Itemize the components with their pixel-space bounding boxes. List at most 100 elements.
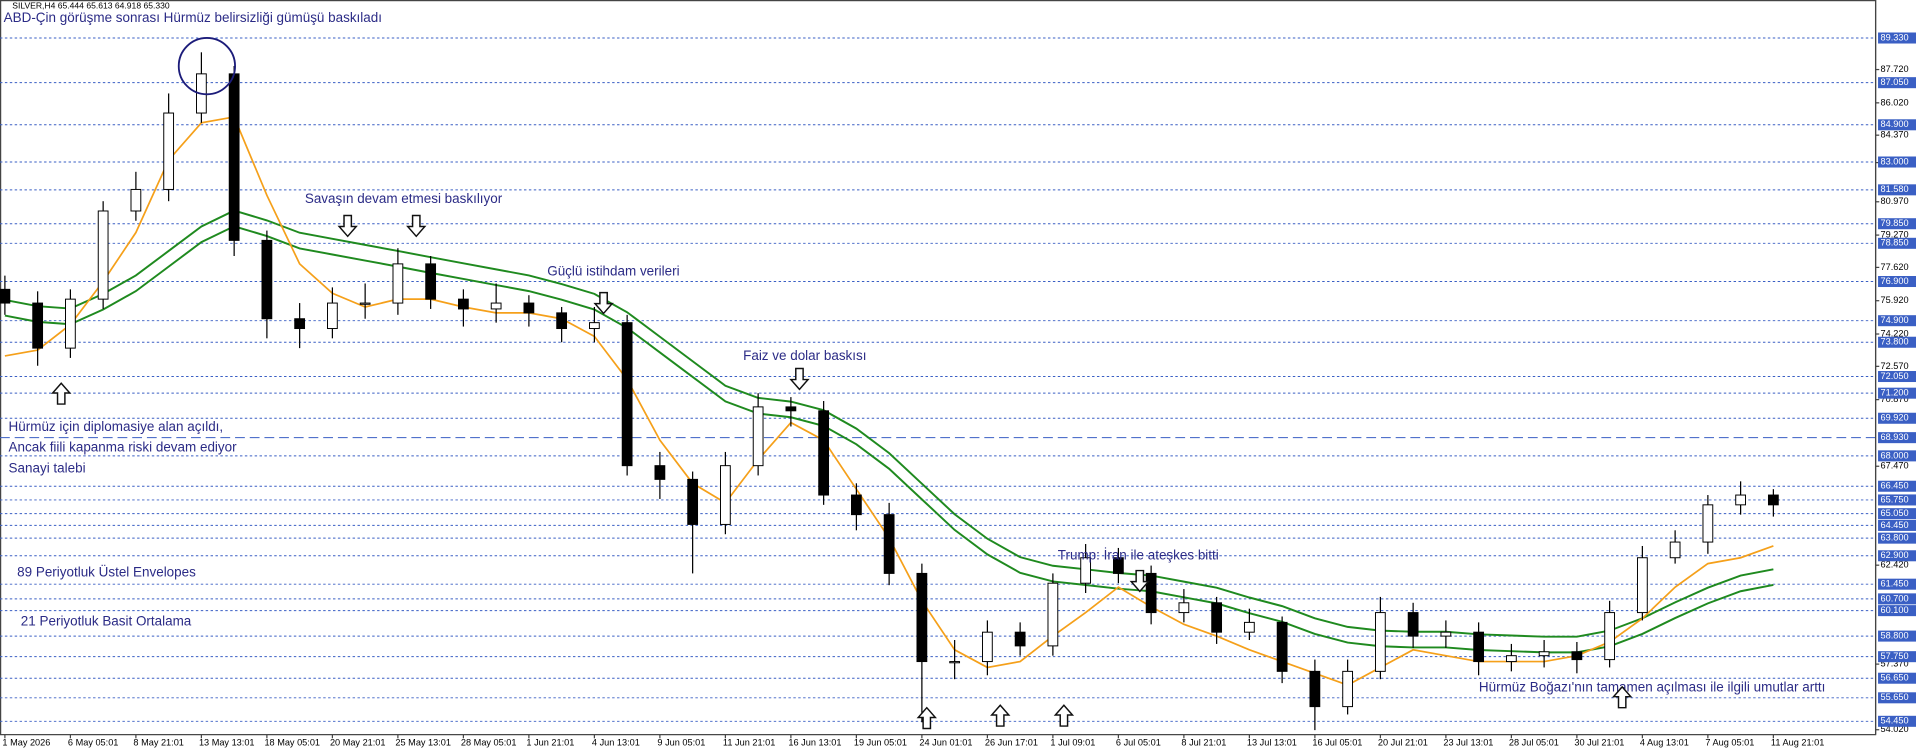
level-label: 74.900 (1880, 315, 1908, 325)
level-label: 64.450 (1880, 520, 1908, 530)
level-label: 69.920 (1880, 413, 1908, 423)
candle-body (327, 302, 338, 330)
x-tick-label: 1 May 2026 (2, 738, 50, 748)
candle-body (883, 514, 895, 574)
candle-body (916, 572, 928, 663)
candle-body (850, 494, 862, 516)
y-tick-label: 67.470 (1880, 461, 1908, 471)
candle-body (654, 465, 666, 480)
level-label: 63.800 (1880, 533, 1908, 543)
candle-body (1342, 670, 1354, 708)
y-tick-label: 77.620 (1880, 262, 1908, 272)
level-label-box (1878, 315, 1916, 327)
candle-body (458, 298, 469, 310)
candle-body (0, 288, 11, 304)
x-tick-label: 18 May 05:01 (264, 738, 320, 748)
level-label-box (1878, 276, 1916, 288)
annotation: Faiz ve dolar baskısı (743, 348, 866, 363)
candle-body (1211, 602, 1223, 633)
candle-body (1145, 572, 1157, 614)
candle-body (556, 312, 568, 330)
candle-body (163, 112, 175, 190)
highlight-circle (177, 37, 236, 96)
candle-body (1735, 494, 1747, 506)
level-label-box (1878, 593, 1916, 605)
level-label: 57.750 (1880, 651, 1908, 661)
level-label: 55.650 (1880, 692, 1908, 702)
candle-body (1767, 494, 1779, 506)
plot-frame (0, 0, 1877, 736)
level-label-box (1878, 218, 1916, 230)
candle-body (1538, 651, 1550, 657)
level-label: 76.900 (1880, 276, 1908, 286)
candle-body (818, 410, 830, 496)
level-label: 65.750 (1880, 494, 1908, 504)
x-tick-label: 16 Jul 05:01 (1312, 738, 1362, 748)
x-tick-label: 20 May 21:01 (330, 738, 386, 748)
candle-body (1112, 557, 1124, 574)
y-tick-label: 70.870 (1880, 394, 1908, 404)
x-tick-label: 1 Jun 21:01 (526, 738, 574, 748)
level-label: 73.800 (1880, 337, 1908, 347)
y-tick-label: 86.020 (1880, 97, 1908, 107)
level-label: 71.200 (1880, 388, 1908, 398)
x-tick-label: 8 Jul 21:01 (1181, 738, 1226, 748)
y-tick-label: 62.420 (1880, 560, 1908, 570)
level-label: 60.700 (1880, 593, 1908, 603)
level-label-box (1878, 32, 1916, 44)
x-tick-label: 4 Jun 13:01 (592, 738, 640, 748)
x-tick-label: 6 Jul 05:01 (1116, 738, 1161, 748)
candle-body (32, 302, 44, 349)
level-label-box (1878, 672, 1916, 684)
candle-body (1636, 557, 1648, 614)
x-tick-label: 16 Jun 13:01 (788, 738, 841, 748)
y-tick-label: 84.370 (1880, 130, 1908, 140)
candle-body (1407, 612, 1419, 637)
candle-body (294, 318, 306, 330)
x-tick-label: 4 Aug 13:01 (1640, 738, 1689, 748)
candle-body (1014, 631, 1026, 647)
level-label-box (1878, 550, 1916, 562)
level-label-box (1878, 156, 1916, 168)
y-tick-label: 80.970 (1880, 196, 1908, 206)
y-tick-label: 54.020 (1880, 724, 1908, 734)
candle-body (130, 188, 142, 212)
candle-body (752, 406, 764, 467)
level-label: 83.000 (1880, 156, 1908, 166)
x-tick-label: 20 Jul 21:01 (1378, 738, 1428, 748)
candle-body (1047, 582, 1059, 647)
candle-body (687, 478, 699, 525)
level-label-box (1878, 77, 1916, 89)
level-label-box (1878, 412, 1916, 424)
chart-title: ABD-Çin görüşme sonrası Hürmüz belirsizl… (4, 10, 382, 25)
x-tick-label: 13 Jul 13:01 (1247, 738, 1297, 748)
candle-body (261, 239, 273, 320)
x-tick-label: 9 Jun 05:01 (657, 738, 705, 748)
candle-body (1571, 651, 1583, 661)
level-label: 87.050 (1880, 77, 1908, 87)
candle-body (1080, 557, 1092, 584)
candle-body (1440, 631, 1452, 637)
x-tick-label: 25 May 13:01 (395, 738, 451, 748)
candle-body (228, 73, 240, 241)
candle-body (719, 465, 731, 525)
annotation: Hürmüz için diplomasiye alan açıldı, (9, 419, 224, 434)
level-label: 66.450 (1880, 481, 1908, 491)
level-label-box (1878, 519, 1916, 531)
y-tick-label: 72.570 (1880, 361, 1908, 371)
level-label-box (1878, 387, 1916, 399)
level-label: 68.930 (1880, 432, 1908, 442)
level-label-box (1878, 480, 1916, 492)
x-tick-label: 11 Aug 21:01 (1771, 738, 1824, 748)
level-label-box (1878, 432, 1916, 444)
level-label: 89.330 (1880, 32, 1908, 42)
candle-body (1702, 504, 1714, 543)
candle-body (425, 263, 437, 300)
candle-body (490, 302, 502, 310)
level-label: 54.450 (1880, 716, 1908, 726)
candle-body (1604, 612, 1616, 661)
x-tick-label: 1 Jul 09:01 (1050, 738, 1095, 748)
x-tick-label: 28 May 05:01 (461, 738, 517, 748)
